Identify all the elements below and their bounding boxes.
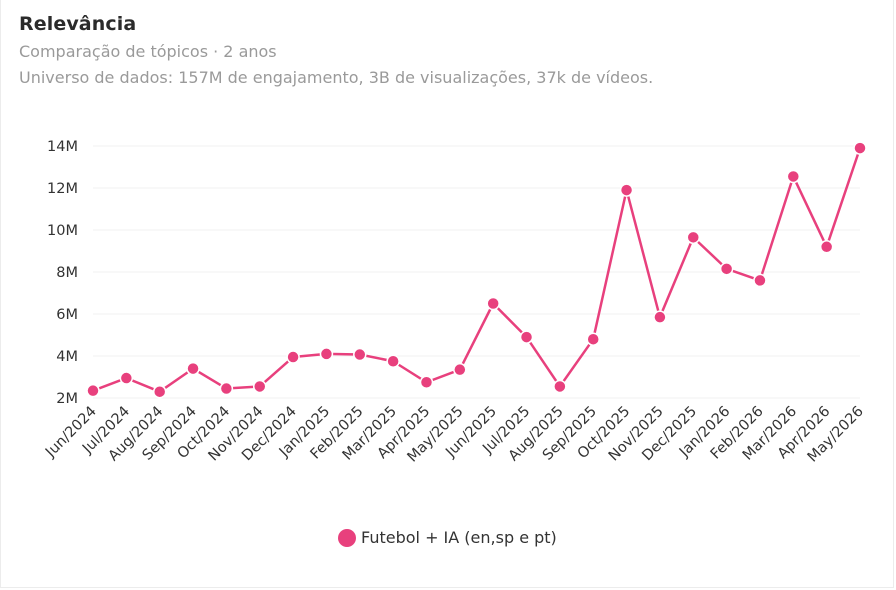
data-point[interactable] [319,347,334,361]
data-point[interactable] [686,230,701,245]
grid-lines [93,145,860,399]
data-point[interactable] [86,383,100,398]
data-point[interactable] [653,310,667,324]
data-point[interactable] [853,141,867,155]
y-axis-ticks: 2M 4M 6M 8M 10M 12M 14M [47,139,78,407]
data-point[interactable] [753,273,767,288]
data-point[interactable] [786,169,801,184]
y-tick-label: 12M [47,181,78,197]
chart-title: Relevância [19,13,137,35]
series-futebol-ia [86,141,867,399]
data-point[interactable] [186,361,200,376]
data-point[interactable] [286,350,300,364]
chart-subtitle: Comparação de tópicos · 2 anos [19,42,277,61]
series-line [92,147,862,393]
data-point[interactable] [519,330,534,344]
y-tick-label: 4M [56,349,78,365]
data-universe-note: Universo de dados: 157M de engajamento, … [19,68,654,87]
data-point[interactable] [819,240,834,254]
data-point[interactable] [553,379,567,394]
y-tick-label: 2M [56,391,78,407]
x-axis-ticks: Jun/2024Jul/2024Aug/2024Sep/2024Oct/2024… [42,404,867,466]
data-point[interactable] [353,347,367,362]
data-point[interactable] [619,183,634,197]
data-point[interactable] [419,375,434,389]
data-point[interactable] [453,362,467,377]
data-point[interactable] [252,379,267,394]
legend-marker [338,528,356,547]
y-tick-label: 14M [47,139,78,155]
data-point[interactable] [119,371,134,385]
line-chart: 2M 4M 6M 8M 10M 12M 14M Jun/2024Jul/2024Aug/20… [42,139,867,466]
data-point[interactable] [586,332,600,346]
y-tick-label: 6M [56,307,78,323]
data-point[interactable] [219,381,234,396]
data-point[interactable] [719,262,734,276]
data-point[interactable] [152,384,167,399]
legend-label: Futebol + IA (en,sp e pt) [361,528,557,547]
data-point[interactable] [486,296,500,311]
y-tick-label: 10M [47,223,78,239]
y-tick-label: 8M [56,265,78,281]
legend[interactable]: Futebol + IA (en,sp e pt) [338,528,557,547]
data-point[interactable] [386,354,400,368]
